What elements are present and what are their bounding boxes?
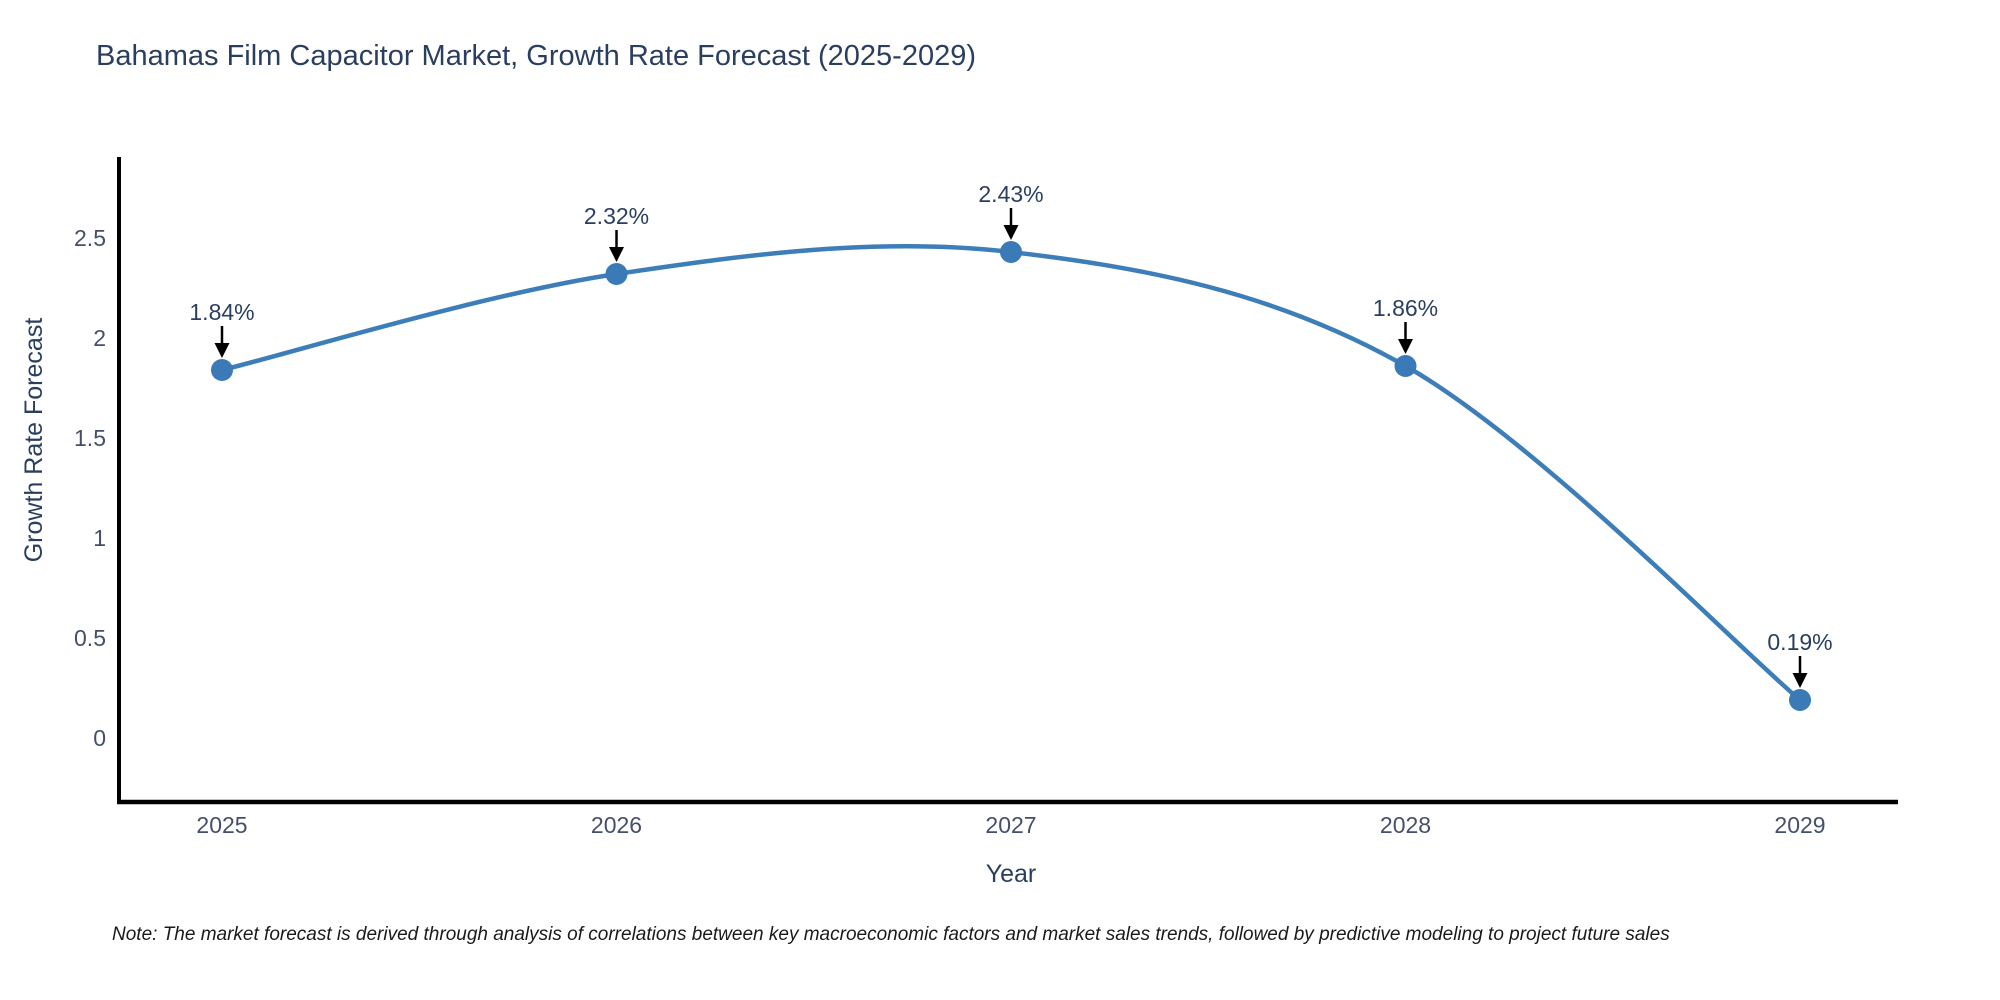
y-tick-label: 0 <box>93 725 106 751</box>
y-tick-label: 1 <box>93 525 106 551</box>
data-point-marker[interactable] <box>605 263 628 285</box>
data-point-marker[interactable] <box>1394 355 1417 377</box>
x-tick-label: 2025 <box>196 812 247 838</box>
data-point-label: 2.32% <box>584 203 649 229</box>
data-point-label: 1.86% <box>1373 295 1438 321</box>
annotation-arrowhead-icon <box>214 343 230 358</box>
annotation-arrowhead-icon <box>609 247 624 262</box>
chart-title: Bahamas Film Capacitor Market, Growth Ra… <box>96 40 977 72</box>
x-tick-label: 2029 <box>1774 812 1825 838</box>
annotation-arrowhead-icon <box>1003 225 1019 240</box>
data-point-label: 1.84% <box>189 299 254 325</box>
data-point-marker[interactable] <box>211 359 233 381</box>
data-point-label: 0.19% <box>1767 629 1832 655</box>
data-point-marker[interactable] <box>1789 689 1811 711</box>
data-point-label: 2.43% <box>978 181 1043 207</box>
y-tick-label: 1.5 <box>74 425 106 451</box>
footnote: Note: The market forecast is derived thr… <box>112 924 1670 945</box>
annotation-arrowhead-icon <box>1792 673 1808 688</box>
x-axis-title: Year <box>986 860 1037 888</box>
data-point-marker[interactable] <box>1000 241 1022 263</box>
x-tick-label: 2028 <box>1380 812 1431 838</box>
annotation-arrowhead-icon <box>1398 339 1413 354</box>
y-tick-label: 2.5 <box>74 225 106 251</box>
forecast-line <box>219 243 1803 703</box>
x-tick-label: 2027 <box>985 812 1036 838</box>
y-tick-label: 0.5 <box>74 625 106 651</box>
y-tick-label: 2 <box>93 325 106 351</box>
y-axis-title: Growth Rate Forecast <box>20 318 48 563</box>
series-layer: 0 0.5 1 1.5 2 2.5 2025 2026 2027 2028 2029 1.84% 2.3… <box>74 181 1833 838</box>
x-tick-label: 2026 <box>591 812 642 838</box>
